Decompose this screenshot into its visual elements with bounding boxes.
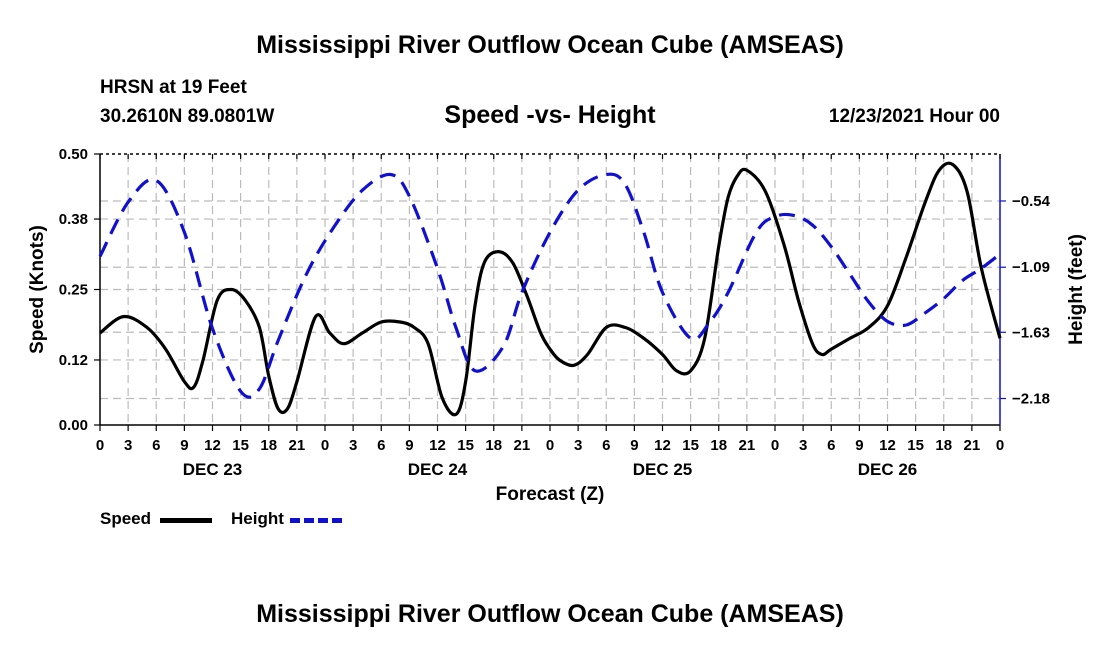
x-tick-label: 21 (514, 437, 531, 454)
legend-speed-swatch (160, 518, 212, 523)
day-label: DEC 25 (633, 460, 693, 479)
y-tick-label: 0.25 (59, 282, 88, 299)
y-tick-label: 0.38 (59, 211, 88, 228)
x-tick-label: 0 (771, 437, 779, 454)
x-tick-label: 0 (996, 437, 1004, 454)
x-tick-label: 21 (739, 437, 756, 454)
x-tick-label: 0 (321, 437, 329, 454)
x-tick-label: 6 (377, 437, 385, 454)
x-tick-label: 0 (546, 437, 554, 454)
y2-tick-label: −1.63 (1012, 324, 1050, 341)
x-tick-label: 3 (349, 437, 357, 454)
x-tick-label: 3 (124, 437, 132, 454)
legend-speed-label: Speed (100, 509, 152, 528)
x-tick-label: 18 (260, 437, 277, 454)
x-tick-label: 15 (457, 437, 474, 454)
y-tick-label: 0.12 (59, 352, 88, 369)
chart-subtitle: Speed -vs- Height (444, 101, 656, 129)
y2-tick-label: −0.54 (1012, 193, 1051, 210)
x-tick-label: 0 (96, 437, 104, 454)
station-label: HRSN at 19 Feet (100, 77, 247, 98)
x-tick-label: 6 (602, 437, 610, 454)
x-tick-label: 12 (204, 437, 221, 454)
x-tick-label: 21 (289, 437, 306, 454)
series-speed-line (99, 161, 1002, 417)
x-tick-label: 15 (907, 437, 924, 454)
x-tick-label: 18 (935, 437, 952, 454)
x-tick-label: 18 (485, 437, 502, 454)
x-tick-label: 9 (630, 437, 638, 454)
coordinates-label: 30.2610N 89.0801W (100, 106, 275, 127)
series-height-line (98, 172, 1001, 399)
y-tick-label: 0.50 (59, 146, 88, 163)
legend-height-swatch (290, 518, 342, 523)
x-tick-label: 12 (879, 437, 896, 454)
x-tick-label: 21 (964, 437, 981, 454)
y2-axis-title: Height (feet) (1066, 234, 1087, 345)
x-tick-label: 12 (429, 437, 446, 454)
legend-height-label: Height (231, 509, 284, 528)
x-tick-label: 6 (827, 437, 835, 454)
x-tick-label: 6 (152, 437, 160, 454)
y2-tick-label: −1.09 (1012, 259, 1050, 276)
y-axis-title: Speed (Knots) (27, 225, 48, 354)
x-tick-label: 3 (799, 437, 807, 454)
y-tick-label: 0.00 (59, 417, 88, 434)
x-tick-label: 9 (855, 437, 863, 454)
page-title: Mississippi River Outflow Ocean Cube (AM… (256, 31, 844, 59)
x-tick-label: 3 (574, 437, 582, 454)
x-tick-label: 9 (405, 437, 413, 454)
x-tick-label: 12 (654, 437, 671, 454)
day-label: DEC 26 (858, 460, 918, 479)
x-tick-label: 15 (682, 437, 699, 454)
x-tick-label: 15 (232, 437, 249, 454)
forecast-datetime: 12/23/2021 Hour 00 (828, 106, 1000, 127)
x-axis-title: Forecast (Z) (496, 484, 605, 505)
day-label: DEC 23 (183, 460, 243, 479)
x-tick-label: 18 (710, 437, 727, 454)
y2-tick-label: −2.18 (1012, 391, 1050, 408)
day-label: DEC 24 (408, 460, 468, 479)
x-tick-label: 9 (180, 437, 188, 454)
footer-title: Mississippi River Outflow Ocean Cube (AM… (256, 600, 844, 628)
